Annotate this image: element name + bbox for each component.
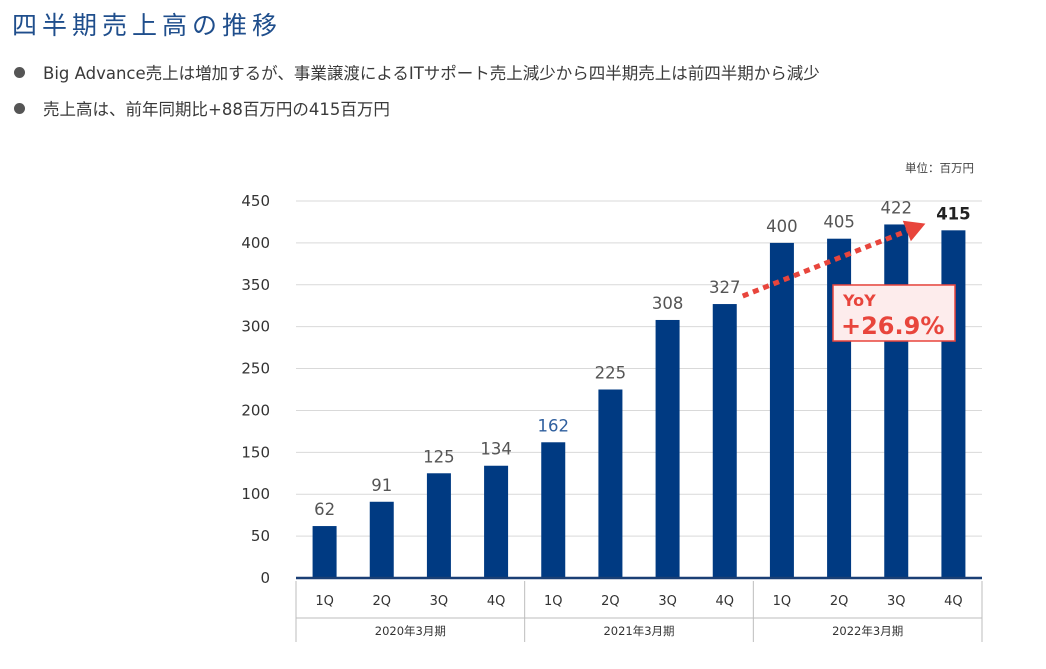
bar — [312, 526, 337, 578]
bar — [655, 319, 680, 578]
data-label: 162 — [538, 416, 570, 435]
x-tick-label: 3Q — [658, 594, 677, 609]
data-label: 422 — [881, 198, 913, 217]
x-tick-label: 2Q — [830, 594, 849, 609]
data-label: 327 — [709, 278, 741, 297]
bar — [712, 304, 737, 578]
data-label: 225 — [595, 364, 627, 383]
yoy-callout-box — [832, 284, 956, 342]
group-label: 2021年3月期 — [603, 624, 674, 638]
data-label: 308 — [652, 294, 684, 313]
bar — [598, 389, 623, 578]
x-tick-label: 4Q — [715, 594, 734, 609]
bullet-text: 売上高は、前年同期比+88百万円の415百万円 — [43, 100, 390, 119]
bullet-text: Big Advance売上は増加するが、事業譲渡によるITサポート売上減少から四… — [43, 64, 820, 83]
bar — [369, 501, 394, 578]
bullet-item: Big Advance売上は増加するが、事業譲渡によるITサポート売上減少から四… — [12, 54, 820, 90]
yoy-arrow-head-icon — [902, 220, 926, 242]
unit-label: 単位：百万円 — [905, 161, 974, 175]
bar — [484, 465, 509, 578]
bullet-dot-icon — [14, 102, 25, 114]
bar — [541, 442, 566, 578]
group-label: 2020年3月期 — [375, 624, 446, 638]
bullet-item: 売上高は、前年同期比+88百万円の415百万円 — [12, 90, 820, 126]
x-tick-label: 1Q — [544, 594, 563, 609]
yoy-value: +26.9% — [841, 312, 944, 340]
bullet-list: Big Advance売上は増加するが、事業譲渡によるITサポート売上減少から四… — [12, 54, 820, 126]
x-tick-label: 1Q — [773, 594, 792, 609]
x-tick-label: 2Q — [601, 594, 620, 609]
x-tick-label: 1Q — [315, 594, 334, 609]
x-tick-label: 3Q — [887, 594, 906, 609]
y-tick-label: 50 — [251, 527, 270, 545]
x-tick-label: 2Q — [372, 594, 391, 609]
y-tick-label: 450 — [241, 192, 270, 210]
y-tick-label: 400 — [241, 234, 270, 252]
y-tick-label: 350 — [241, 276, 270, 294]
y-tick-label: 100 — [241, 485, 270, 503]
data-label: 405 — [823, 213, 855, 232]
bar — [941, 230, 966, 579]
x-tick-label: 4Q — [944, 594, 963, 609]
yoy-arrow-line — [741, 228, 908, 299]
data-label: 400 — [766, 217, 798, 236]
y-tick-label: 300 — [241, 318, 270, 336]
page-title: 四半期売上高の推移 — [12, 11, 283, 40]
group-label: 2022年3月期 — [832, 624, 903, 638]
bar — [769, 242, 794, 578]
data-label: 134 — [480, 440, 512, 459]
bullet-dot-icon — [14, 66, 25, 78]
y-tick-label: 150 — [241, 443, 270, 461]
bar — [884, 224, 909, 579]
y-tick-label: 250 — [241, 360, 270, 378]
data-label: 125 — [423, 447, 455, 466]
data-label: 62 — [314, 500, 335, 519]
y-tick-label: 200 — [241, 401, 270, 419]
yoy-label: YoY — [842, 291, 876, 310]
bar — [426, 473, 451, 578]
data-label: 91 — [371, 476, 392, 495]
x-tick-label: 4Q — [487, 594, 506, 609]
x-tick-label: 3Q — [430, 594, 449, 609]
data-label: 415 — [936, 204, 970, 223]
y-tick-label: 0 — [260, 569, 270, 587]
